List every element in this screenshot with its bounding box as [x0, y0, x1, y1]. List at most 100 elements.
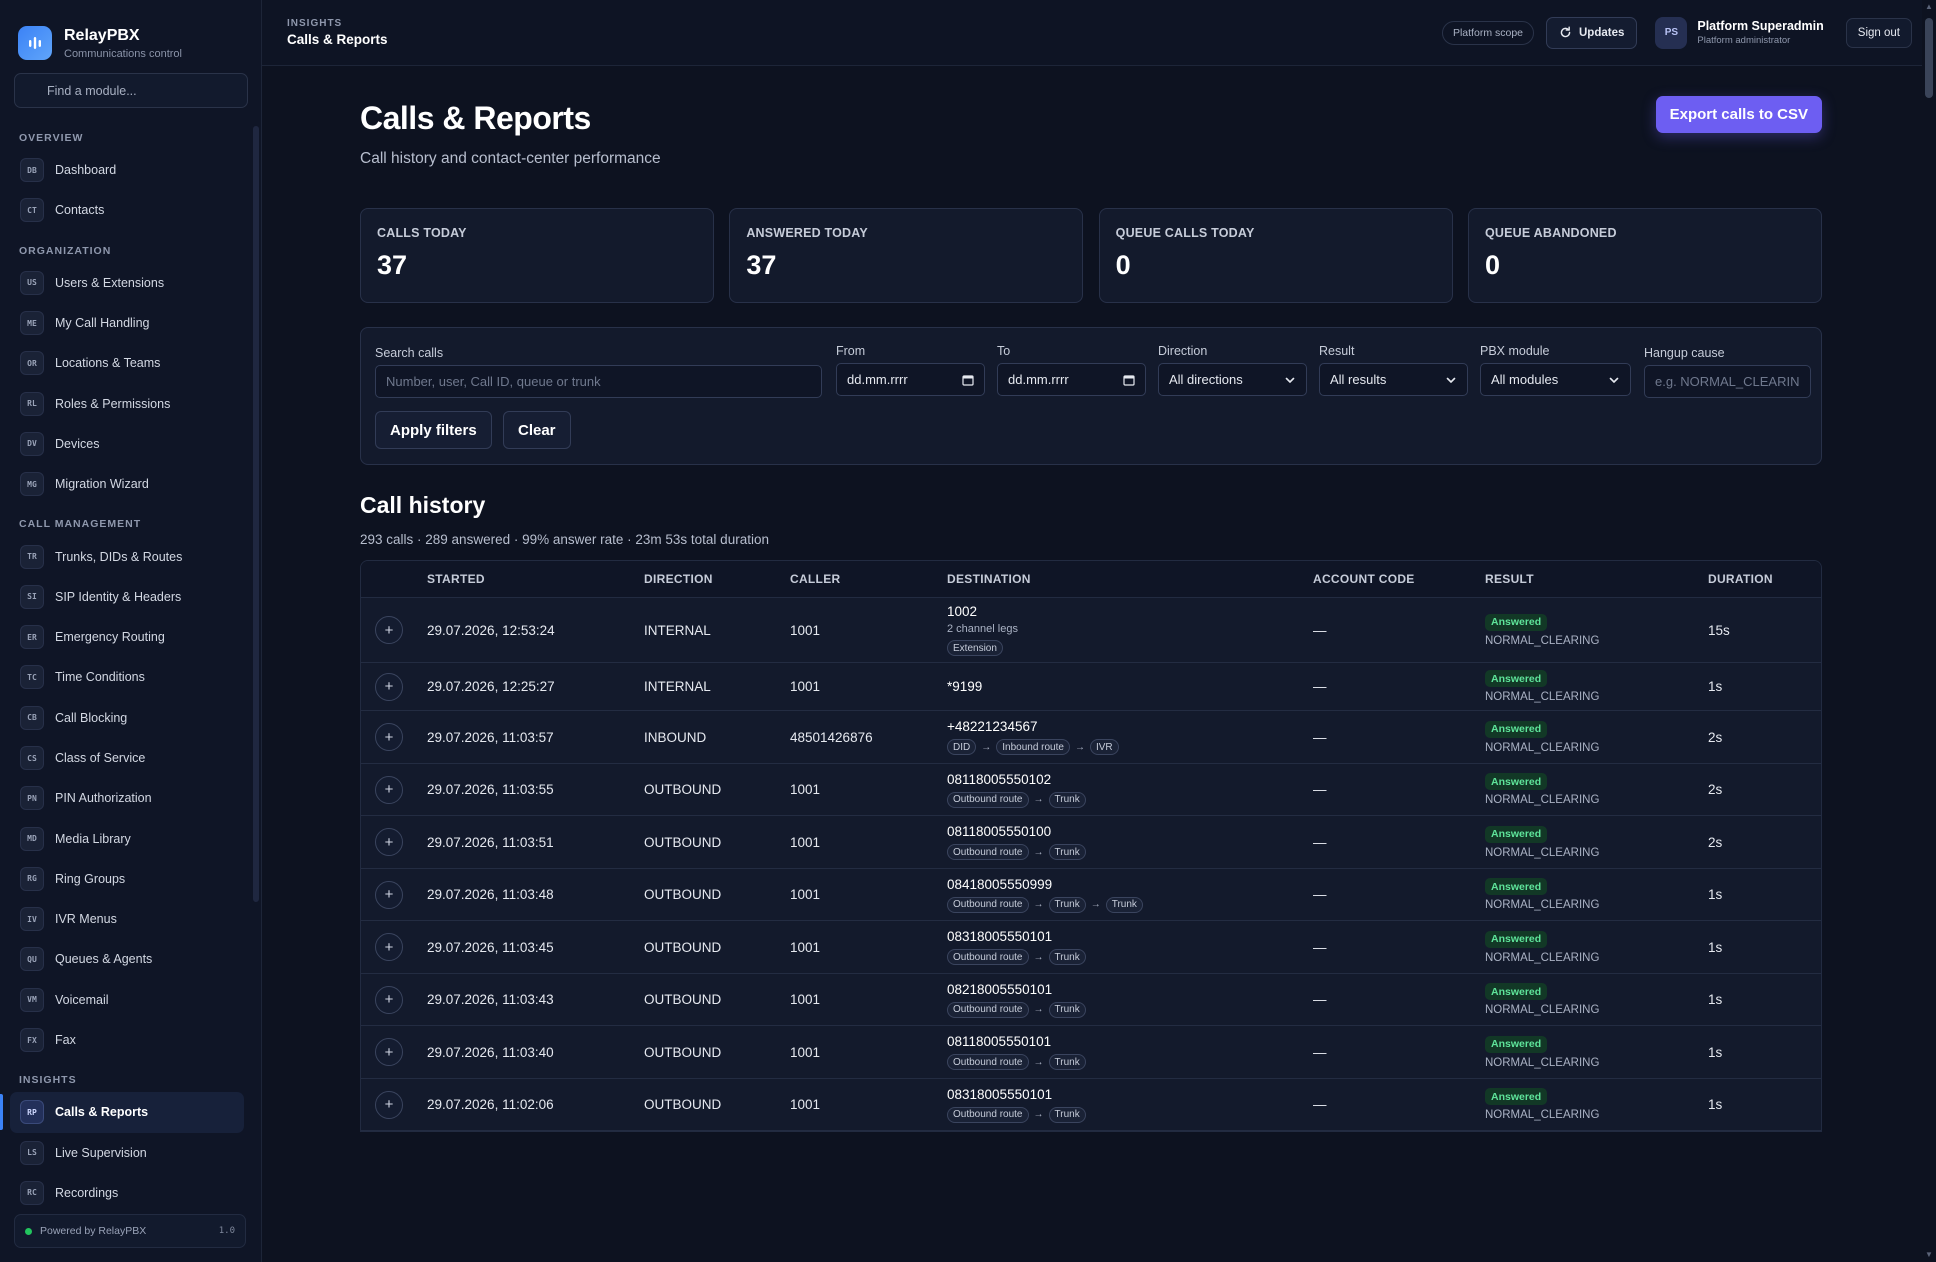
- sidebar-item-badge: PN: [20, 786, 44, 811]
- search-calls-input[interactable]: [375, 365, 822, 398]
- pbx-module-select[interactable]: All modules: [1480, 363, 1631, 396]
- status-badge: Answered: [1485, 1088, 1548, 1106]
- scroll-down-icon[interactable]: ▼: [1925, 1250, 1933, 1259]
- column-header[interactable]: DURATION: [1708, 572, 1773, 586]
- sidebar-item-iv[interactable]: IV IVR Menus: [10, 899, 244, 939]
- avatar[interactable]: PS: [1655, 16, 1688, 49]
- table-row[interactable]: +29.07.2026, 11:03:57 INBOUND 48501426876 +…: [361, 711, 1821, 764]
- table-row[interactable]: +29.07.2026, 12:53:24 INTERNAL 1001 1002 2 c…: [361, 598, 1821, 663]
- sidebar-item-rp[interactable]: RP Calls & Reports: [10, 1092, 244, 1133]
- sidebar-item-me[interactable]: ME My Call Handling: [10, 303, 244, 343]
- sidebar-item-fx[interactable]: FX Fax: [10, 1020, 244, 1060]
- table-row[interactable]: +29.07.2026, 11:03:48 OUTBOUND 1001 0841800…: [361, 869, 1821, 921]
- expand-row-button[interactable]: +: [375, 672, 403, 701]
- scope-chip[interactable]: Platform scope: [1441, 20, 1534, 45]
- scroll-up-icon[interactable]: ▲: [1925, 2, 1933, 11]
- hangup-cause-input[interactable]: [1644, 365, 1811, 398]
- sidebar-item-qu[interactable]: QU Queues & Agents: [10, 939, 244, 979]
- export-csv-button[interactable]: Export calls to CSV: [1655, 96, 1822, 133]
- sidebar-item-badge: DB: [20, 158, 44, 183]
- sidebar-item-tr[interactable]: TR Trunks, DIDs & Routes: [10, 536, 244, 576]
- sidebar-item-si[interactable]: SI SIP Identity & Headers: [10, 577, 244, 617]
- sidebar-item-badge: RG: [20, 866, 44, 891]
- module-search-input[interactable]: [14, 73, 248, 108]
- sidebar-item-rg[interactable]: RG Ring Groups: [10, 859, 244, 899]
- arrow-right-icon: →: [1033, 1109, 1044, 1120]
- page-title: Calls & Reports: [360, 100, 591, 136]
- powered-by: Powered by RelayPBX 1.0: [14, 1214, 246, 1248]
- scrollbar-thumb[interactable]: [1925, 18, 1933, 98]
- sidebar-item-ls[interactable]: LS Live Supervision: [10, 1133, 244, 1173]
- direction-select[interactable]: All directions: [1158, 363, 1307, 396]
- sidebar-item-or[interactable]: OR Locations & Teams: [10, 343, 244, 383]
- result-badge-wrap: Answered: [1485, 825, 1708, 843]
- column-header[interactable]: DESTINATION: [947, 572, 1031, 586]
- column-header[interactable]: CALLER: [790, 572, 841, 586]
- sidebar-item-badge: RP: [20, 1100, 44, 1125]
- table-row[interactable]: +29.07.2026, 11:03:55 OUTBOUND 1001 0811800…: [361, 764, 1821, 816]
- sidebar-item-cb[interactable]: CB Call Blocking: [10, 698, 244, 738]
- from-date-input[interactable]: dd.mm.rrrr: [836, 363, 985, 396]
- sidebar-item-tc[interactable]: TC Time Conditions: [10, 657, 244, 697]
- to-date-input[interactable]: dd.mm.rrrr: [997, 363, 1146, 396]
- filters-panel: Search calls From dd.mm.rrrr To dd.mm.rr…: [360, 327, 1822, 465]
- duration-cell: 15s: [1708, 622, 1730, 638]
- sidebar-item-label: SIP Identity & Headers: [55, 589, 182, 604]
- duration-cell: 2s: [1708, 729, 1723, 745]
- sidebar-item-cs[interactable]: CS Class of Service: [10, 738, 244, 778]
- sidebar-item-badge: US: [20, 270, 44, 295]
- column-header[interactable]: STARTED: [427, 572, 485, 586]
- sidebar-item-pn[interactable]: PN PIN Authorization: [10, 778, 244, 818]
- expand-row-button[interactable]: +: [375, 880, 403, 909]
- sidebar-item-mg[interactable]: MG Migration Wizard: [10, 464, 244, 504]
- sidebar-item-vm[interactable]: VM Voicemail: [10, 980, 244, 1020]
- expand-row-button[interactable]: +: [375, 828, 403, 856]
- brand[interactable]: RelayPBX Communications control: [0, 0, 261, 66]
- table-row[interactable]: +29.07.2026, 12:25:27 INTERNAL 1001 *9199 — A…: [361, 663, 1821, 711]
- expand-row-button[interactable]: +: [375, 1090, 403, 1119]
- destination-cell: 08118005550101 Outbound route → Trunk: [947, 1034, 1313, 1070]
- table-row[interactable]: +29.07.2026, 11:03:43 OUTBOUND 1001 0821800…: [361, 974, 1821, 1026]
- sidebar-item-us[interactable]: US Users & Extensions: [10, 263, 244, 303]
- expand-row-button[interactable]: +: [375, 723, 403, 751]
- expand-row-button[interactable]: +: [375, 933, 403, 961]
- sidebar-item-er[interactable]: ER Emergency Routing: [10, 617, 244, 657]
- sidebar-item-ct[interactable]: CT Contacts: [10, 190, 244, 230]
- table-row[interactable]: +29.07.2026, 11:03:45 OUTBOUND 1001 0831800…: [361, 921, 1821, 974]
- expand-row-button[interactable]: +: [375, 616, 403, 644]
- sign-out-button[interactable]: Sign out: [1845, 17, 1912, 48]
- nav-section-title: INSIGHTS: [19, 1074, 77, 1087]
- route-path: Outbound route → Trunk → Trunk: [947, 896, 1313, 913]
- sidebar-item-rc[interactable]: RC Recordings: [10, 1173, 244, 1213]
- sidebar-item-badge: RC: [20, 1180, 44, 1205]
- apply-filters-button[interactable]: Apply filters: [375, 411, 492, 449]
- started-cell: 29.07.2026, 11:03:55: [427, 782, 554, 797]
- result-select[interactable]: All results: [1319, 363, 1468, 396]
- sidebar-item-label: Trunks, DIDs & Routes: [55, 549, 183, 564]
- table-row[interactable]: +29.07.2026, 11:03:51 OUTBOUND 1001 0811800…: [361, 816, 1821, 869]
- table-row[interactable]: +29.07.2026, 11:02:06 OUTBOUND 1001 0831800…: [361, 1079, 1821, 1131]
- from-label: From: [836, 344, 866, 358]
- column-header[interactable]: ACCOUNT CODE: [1313, 572, 1415, 586]
- expand-row-button[interactable]: +: [375, 1038, 403, 1066]
- table-row[interactable]: +29.07.2026, 11:03:40 OUTBOUND 1001 0811800…: [361, 1026, 1821, 1079]
- updates-button[interactable]: Updates: [1546, 16, 1638, 49]
- sidebar-item-dv[interactable]: DV Devices: [10, 424, 244, 464]
- caller-cell: 1001: [790, 887, 821, 902]
- sidebar-item-rl[interactable]: RL Roles & Permissions: [10, 383, 244, 423]
- call-history-title: Call history: [360, 492, 486, 518]
- clear-filters-button[interactable]: Clear: [503, 411, 571, 449]
- result-cell: Answered NORMAL_CLEARING: [1485, 720, 1708, 754]
- column-header[interactable]: RESULT: [1485, 572, 1534, 586]
- expand-row-button[interactable]: +: [375, 985, 403, 1014]
- from-date-value: dd.mm.rrrr: [847, 372, 908, 387]
- started-cell: 29.07.2026, 12:53:24: [427, 622, 555, 638]
- arrow-right-icon: →: [1033, 1004, 1044, 1015]
- column-header[interactable]: DIRECTION: [644, 572, 713, 586]
- breadcrumb-section: INSIGHTS: [287, 18, 343, 29]
- expand-row-button[interactable]: +: [375, 775, 403, 804]
- sidebar-item-db[interactable]: DB Dashboard: [10, 150, 244, 190]
- page-scrollbar[interactable]: ▲ ▼: [1922, 0, 1936, 1262]
- sidebar-item-md[interactable]: MD Media Library: [10, 818, 244, 858]
- sidebar-scrollbar[interactable]: [253, 126, 259, 902]
